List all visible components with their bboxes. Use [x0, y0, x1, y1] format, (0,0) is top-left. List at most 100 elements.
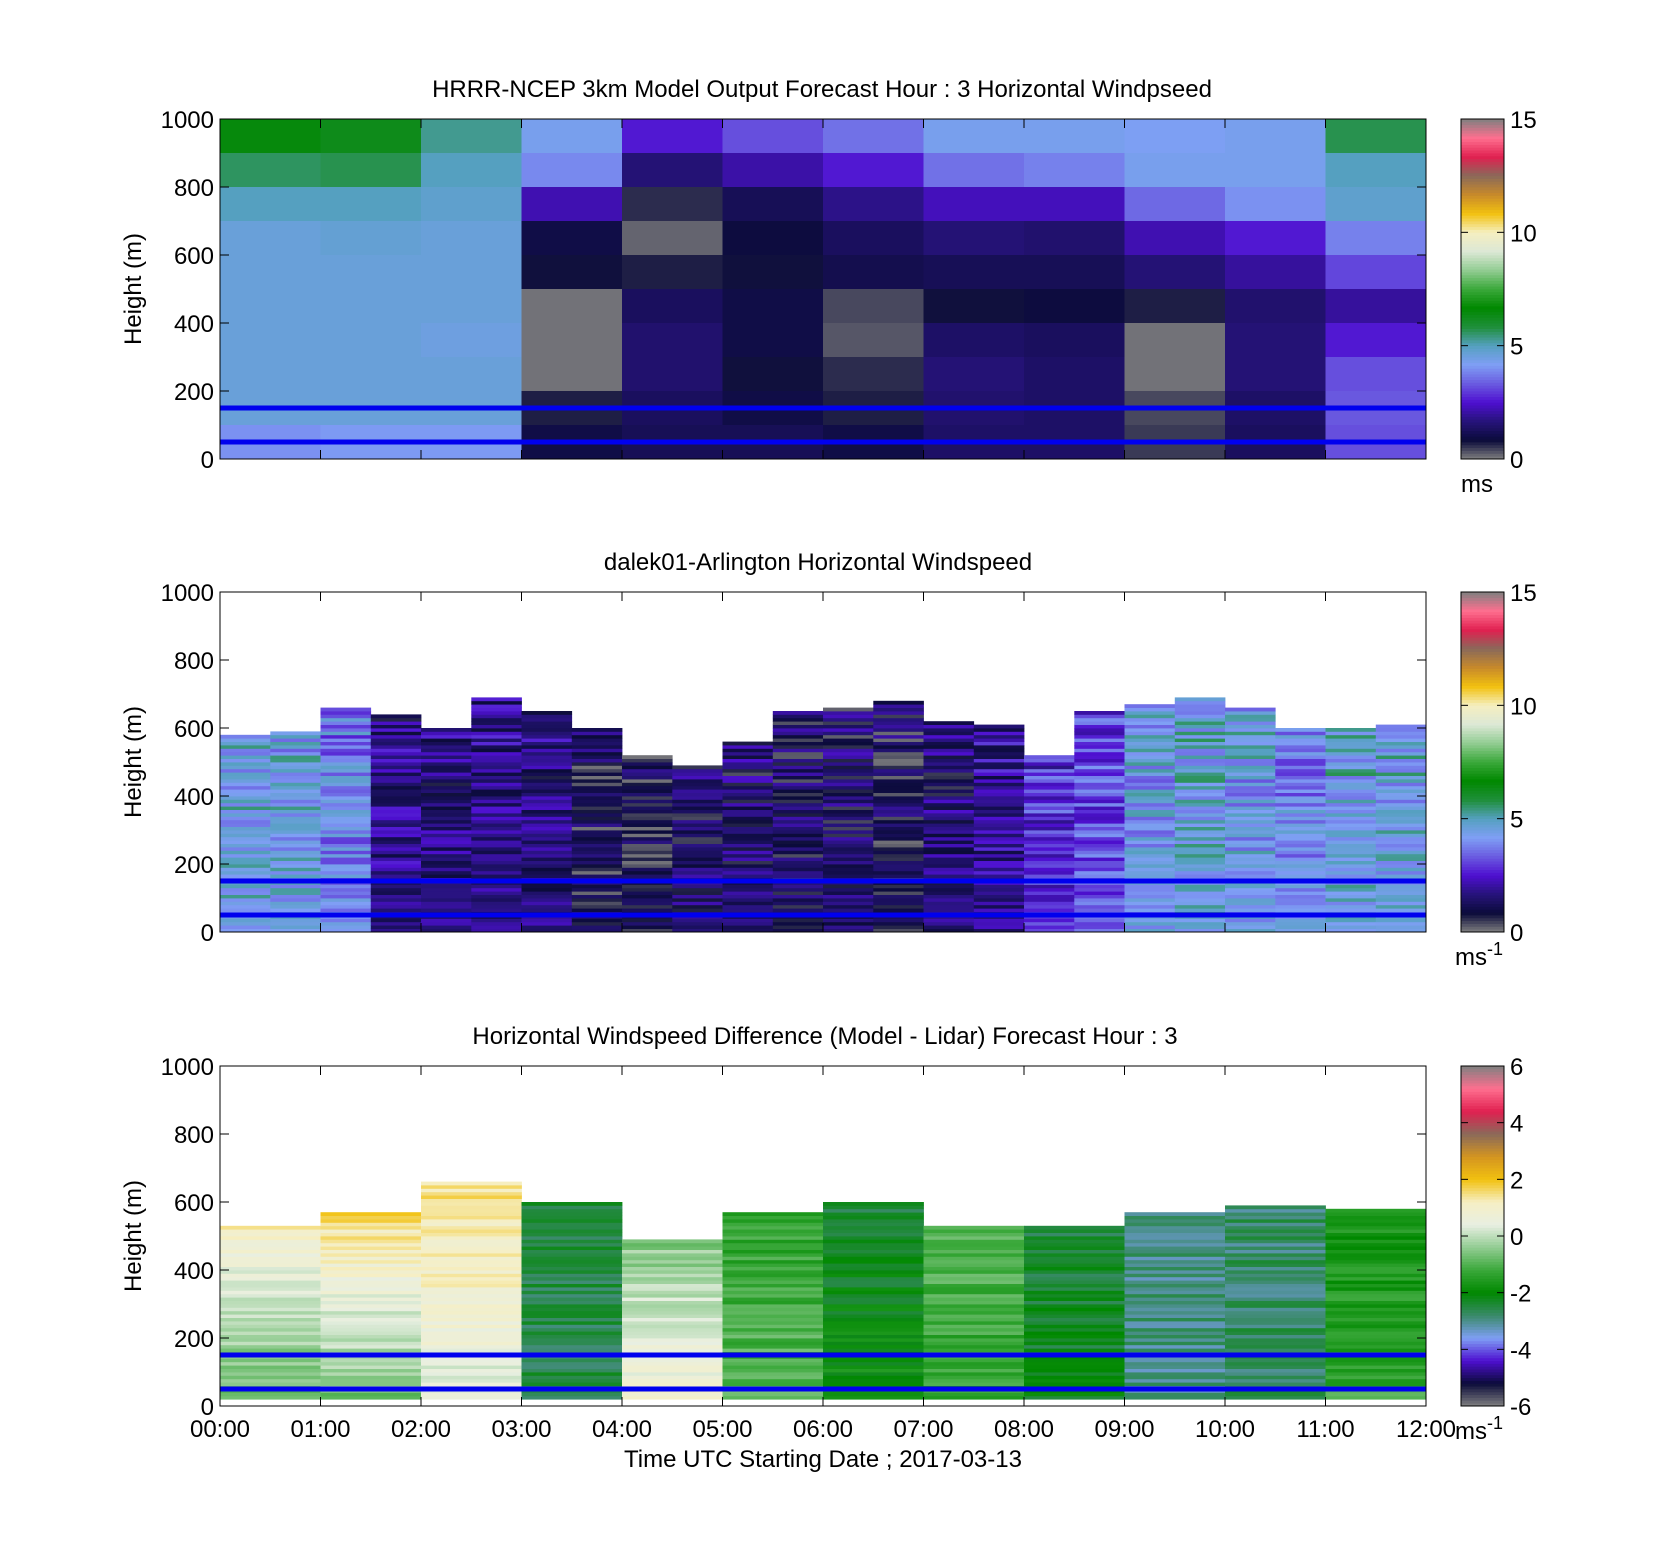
heatmap-cell — [370, 779, 422, 783]
colorbar-swatch — [1461, 1397, 1504, 1401]
heatmap-cell — [1124, 153, 1226, 188]
heatmap-cell — [1024, 1378, 1125, 1383]
x-tick-label: 05:00 — [692, 1416, 752, 1443]
heatmap-cell — [1124, 741, 1176, 746]
heatmap-cell — [220, 741, 271, 746]
heatmap-cell — [421, 119, 522, 154]
heatmap-cell — [722, 1283, 824, 1288]
heatmap-cell — [1225, 1222, 1326, 1227]
heatmap-cell — [1024, 870, 1075, 875]
heatmap-cell — [521, 918, 573, 923]
heatmap-cell — [1124, 918, 1176, 923]
heatmap-cell — [270, 874, 321, 878]
heatmap-cell — [672, 813, 723, 817]
heatmap-cell — [521, 1304, 623, 1308]
colorbar-swatch — [1461, 1329, 1504, 1333]
heatmap-cell — [1024, 1256, 1125, 1261]
panel-difference-refs — [220, 1352, 1426, 1392]
heatmap-cell — [873, 843, 924, 848]
panel-lidar-cells — [220, 697, 1427, 933]
heatmap-cell — [471, 826, 522, 831]
heatmap-cell — [370, 891, 422, 895]
heatmap-cell — [1325, 1382, 1427, 1386]
heatmap-cell — [1024, 809, 1075, 814]
heatmap-cell — [1225, 1344, 1326, 1349]
heatmap-cell — [521, 1256, 623, 1261]
heatmap-cell — [370, 734, 422, 739]
heatmap-cell — [823, 1256, 924, 1261]
colorbar-swatch — [1461, 277, 1504, 281]
heatmap-cell — [370, 840, 422, 844]
heatmap-cell — [1174, 704, 1226, 708]
heatmap-cell — [471, 843, 522, 848]
heatmap-cell — [1325, 1253, 1427, 1257]
colorbar-swatch — [1461, 1122, 1504, 1126]
heatmap-cell — [270, 891, 321, 895]
heatmap-cell — [923, 1317, 1025, 1322]
heatmap-cell — [772, 724, 824, 729]
heatmap-cell — [772, 813, 824, 817]
heatmap-cell — [622, 925, 673, 929]
heatmap-cell — [421, 1297, 522, 1301]
heatmap-cell — [1074, 731, 1125, 736]
heatmap-cell — [1124, 1266, 1226, 1271]
heatmap-cell — [622, 1365, 723, 1369]
heatmap-cell — [823, 768, 874, 773]
heatmap-cell — [1325, 853, 1377, 858]
heatmap-cell — [1074, 853, 1125, 858]
heatmap-cell — [1124, 1253, 1226, 1257]
heatmap-cell — [622, 772, 673, 776]
heatmap-cell — [320, 843, 372, 848]
colorbar-tick-label: 5 — [1510, 334, 1523, 361]
heatmap-cell — [722, 1331, 824, 1335]
heatmap-cell — [973, 755, 1025, 759]
colorbar-swatch — [1461, 246, 1504, 250]
heatmap-cell — [571, 731, 623, 736]
heatmap-cell — [320, 1314, 422, 1318]
heatmap-cell — [923, 1297, 1025, 1301]
heatmap-cell — [521, 741, 573, 746]
heatmap-cell — [270, 908, 321, 912]
heatmap-cell — [622, 901, 673, 906]
heatmap-cell — [421, 1324, 522, 1329]
heatmap-cell — [320, 830, 372, 834]
heatmap-cell — [1124, 758, 1176, 763]
heatmap-cell — [1174, 734, 1226, 739]
heatmap-cell — [772, 830, 824, 834]
heatmap-cell — [421, 1249, 522, 1254]
heatmap-cell — [1124, 782, 1176, 787]
heatmap-cell — [1325, 1246, 1427, 1250]
heatmap-cell — [370, 901, 422, 906]
heatmap-cell — [370, 799, 422, 804]
heatmap-cell — [923, 782, 975, 787]
heatmap-cell — [923, 840, 975, 844]
heatmap-cell — [1225, 765, 1276, 770]
heatmap-cell — [320, 1378, 422, 1383]
colorbar-swatch — [1461, 810, 1504, 814]
colorbar-unit-label: ms-1 — [1455, 1413, 1503, 1445]
heatmap-cell — [521, 721, 573, 725]
heatmap-cell — [772, 779, 824, 783]
heatmap-cell — [1325, 255, 1427, 290]
colorbar-swatch — [1461, 1236, 1504, 1240]
heatmap-cell — [521, 1334, 623, 1339]
heatmap-cell — [722, 1242, 824, 1247]
heatmap-cell — [1275, 802, 1326, 807]
heatmap-cell — [421, 1327, 522, 1332]
heatmap-cell — [421, 806, 472, 810]
heatmap-cell — [1174, 775, 1226, 780]
heatmap-cell — [421, 187, 522, 222]
heatmap-cell — [772, 796, 824, 800]
colorbar-swatch — [1461, 1304, 1504, 1308]
heatmap-cell — [873, 894, 924, 899]
heatmap-cell — [1124, 1382, 1226, 1386]
heatmap-cell — [571, 928, 623, 933]
heatmap-cell — [823, 765, 874, 770]
heatmap-cell — [1024, 765, 1075, 770]
heatmap-cell — [1024, 758, 1075, 763]
heatmap-cell — [1074, 850, 1125, 855]
heatmap-cell — [220, 775, 271, 780]
heatmap-cell — [270, 884, 321, 889]
colorbar-swatch — [1461, 345, 1504, 349]
